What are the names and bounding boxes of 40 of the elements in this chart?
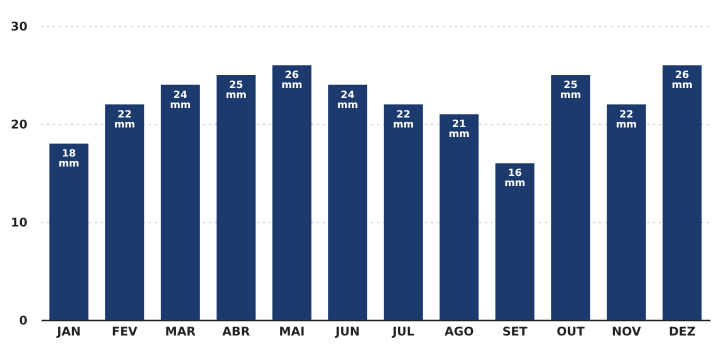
x-tick-label: AGO	[444, 324, 474, 338]
bar	[216, 75, 256, 320]
data-label: 26 mm	[672, 70, 693, 92]
data-label: 26 mm	[281, 70, 302, 92]
bar	[440, 114, 479, 320]
y-tick-label: 0	[19, 314, 28, 328]
x-tick-label: OUT	[556, 324, 586, 338]
bar	[495, 163, 534, 320]
data-label: 24 mm	[337, 90, 358, 111]
data-label: 18 mm	[58, 148, 80, 170]
x-tick-label: JUN	[334, 324, 360, 338]
x-tick-label: MAR	[165, 324, 196, 338]
x-tick-label: JAN	[56, 324, 81, 338]
data-label: 22 mm	[114, 109, 136, 130]
x-tick-label: FEV	[112, 324, 138, 338]
y-tick-label: 20	[10, 118, 28, 132]
bar	[272, 65, 312, 320]
bar	[49, 144, 88, 320]
bar	[606, 104, 646, 320]
data-label: 24 mm	[170, 90, 191, 111]
x-tick-label: MAI	[279, 324, 305, 338]
data-label: 16 mm	[504, 168, 526, 190]
x-tick-label: SET	[502, 324, 528, 338]
x-tick-label: JUL	[391, 324, 415, 338]
x-tick-label: NOV	[612, 324, 642, 338]
x-tick-label: ABR	[222, 324, 250, 338]
y-tick-label: 10	[10, 216, 28, 230]
bar	[662, 65, 702, 320]
y-tick-label: 30	[10, 20, 28, 34]
bar	[160, 84, 200, 320]
bar	[384, 104, 423, 320]
bar	[551, 75, 590, 320]
x-tick-label: DEZ	[668, 324, 696, 338]
data-label: 25 mm	[560, 80, 582, 101]
data-label: 21 mm	[448, 119, 470, 140]
bar	[105, 104, 144, 320]
bar	[328, 84, 368, 320]
data-label: 25 mm	[226, 80, 247, 101]
data-label: 22 mm	[392, 109, 414, 130]
data-label: 22 mm	[616, 109, 637, 130]
